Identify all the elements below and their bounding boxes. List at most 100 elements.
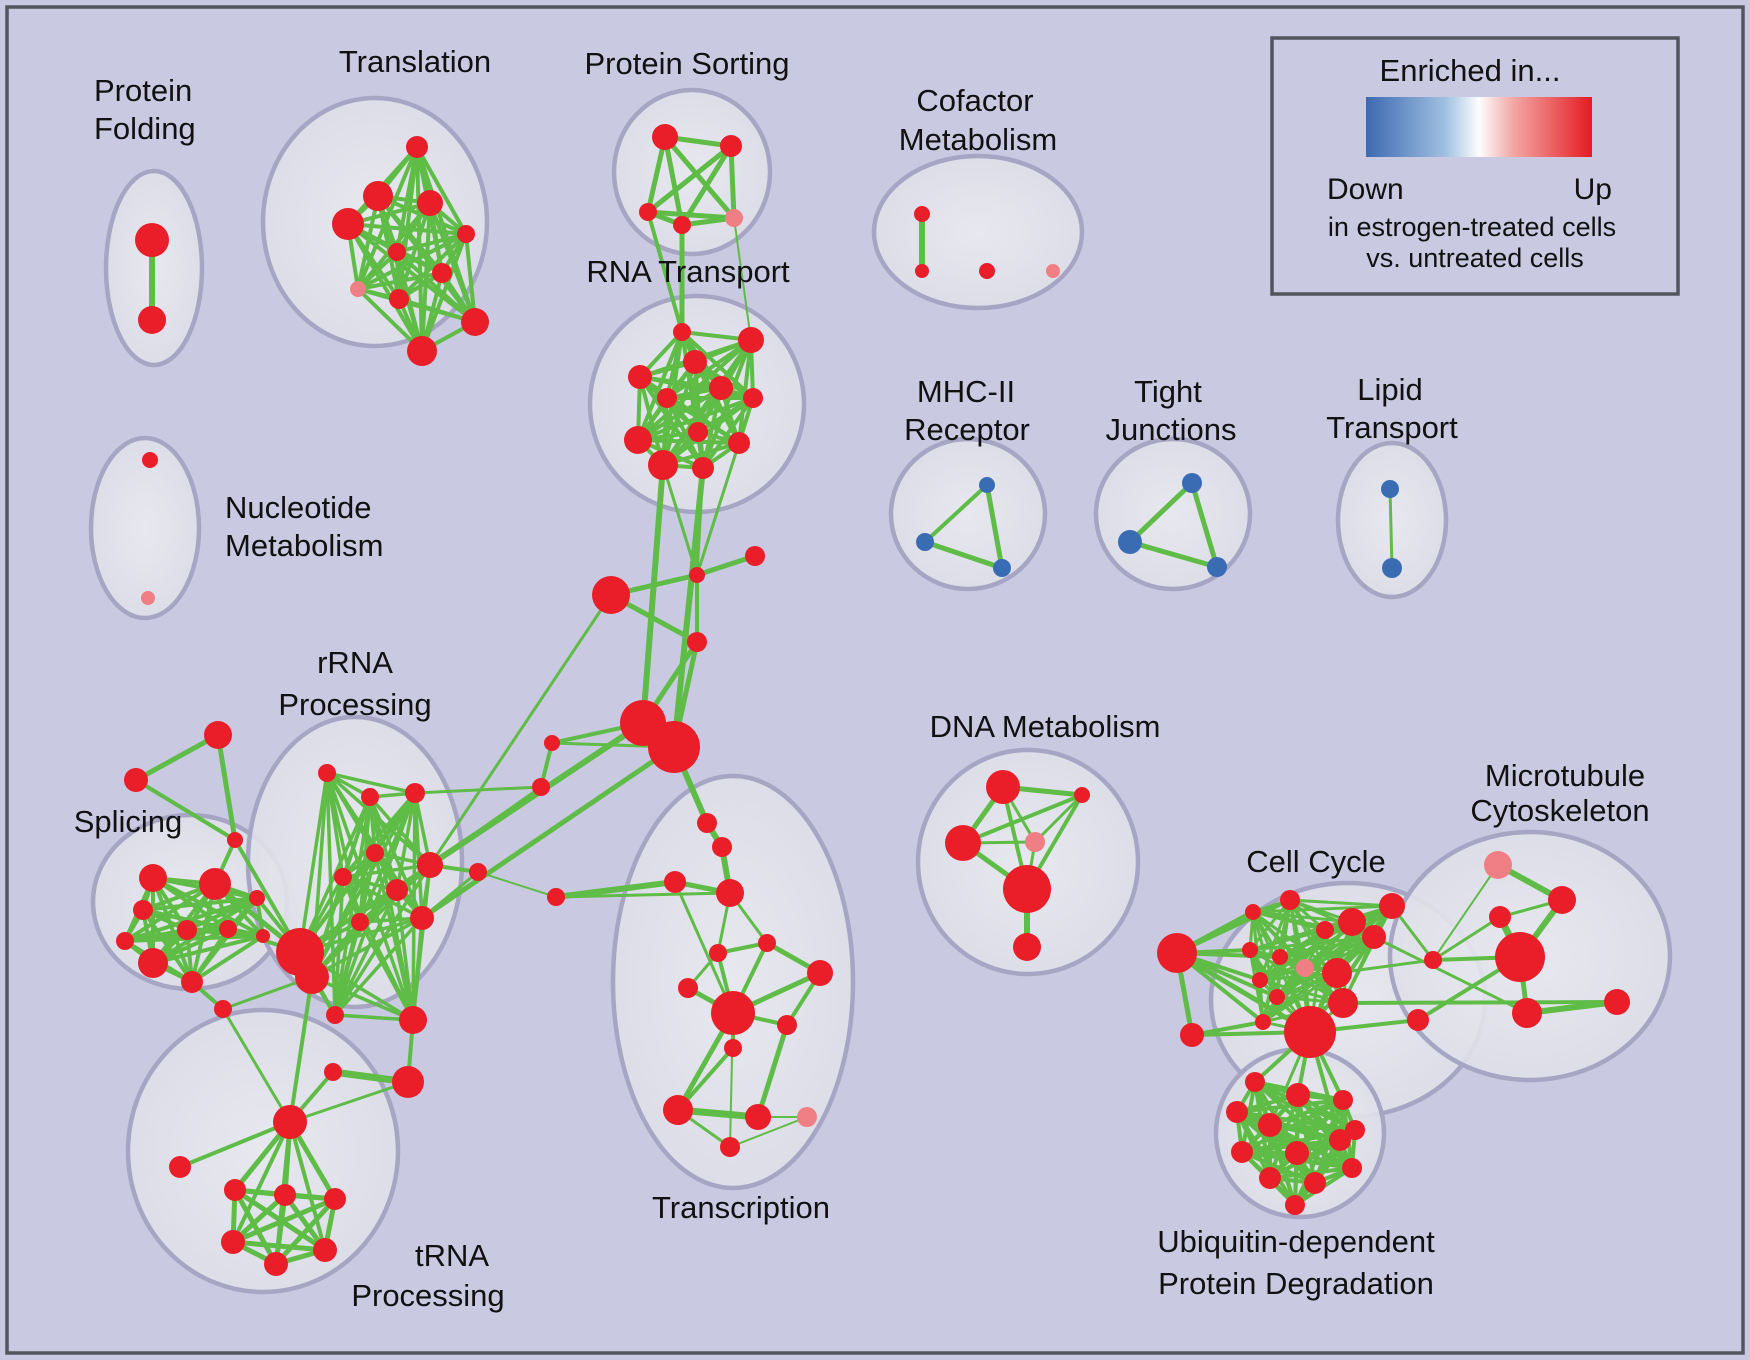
network-node-cc6 — [1272, 949, 1288, 965]
network-edge — [694, 553, 758, 578]
network-node-dm5 — [1003, 865, 1051, 913]
network-node-tb2 — [709, 944, 727, 962]
network-node-ps3 — [639, 203, 657, 221]
cluster-label-mhc-ii-receptor-line2: Receptor — [904, 412, 1030, 447]
network-edge — [151, 934, 265, 965]
network-node-u13 — [1285, 1195, 1305, 1215]
legend-box — [1272, 38, 1678, 294]
network-node-q7 — [417, 852, 443, 878]
network-node-td5 — [313, 1238, 337, 1262]
cluster-label-microtubule-cytoskeleton-line2: Cytoskeleton — [1470, 793, 1649, 828]
network-node-t4 — [332, 208, 364, 240]
network-edge — [733, 217, 752, 341]
network-node-ti — [169, 1156, 191, 1178]
network-edge — [1335, 958, 1435, 975]
network-node-t9 — [389, 289, 409, 309]
network-node-j4 — [544, 735, 560, 751]
network-edge — [395, 232, 468, 254]
figure-frame — [5, 5, 1745, 1355]
network-node-dm2 — [1074, 787, 1090, 803]
network-edge — [728, 143, 737, 221]
network-node-ps5 — [725, 209, 743, 227]
network-edge — [1248, 898, 1292, 952]
network-edge — [638, 375, 755, 400]
cluster-label-dna-metabolism-line1: DNA Metabolism — [930, 709, 1161, 744]
network-edge — [298, 771, 329, 954]
network-edge — [640, 462, 666, 726]
network-edge — [695, 441, 741, 577]
network-node-cc9 — [1252, 972, 1268, 988]
network-node-u2 — [1286, 1083, 1310, 1107]
cluster-ellipse-dna-metabolism — [915, 747, 1141, 977]
network-node-td1 — [224, 1179, 246, 1201]
cluster-label-translation-line1: Translation — [339, 44, 491, 79]
network-node-r5 — [657, 388, 677, 408]
network-edge — [729, 1012, 734, 1148]
network-node-cc7 — [1296, 959, 1314, 977]
network-node-ccb — [1284, 1006, 1336, 1058]
network-node-br1 — [1424, 951, 1442, 969]
network-node-cc3 — [1316, 921, 1334, 939]
network-node-spa — [204, 721, 232, 749]
network-node-ps4 — [673, 216, 691, 234]
network-edge — [178, 1120, 292, 1169]
network-edge — [428, 201, 477, 324]
network-edge — [1127, 480, 1195, 545]
cluster-label-transcription-line1: Transcription — [652, 1190, 830, 1225]
network-edge — [151, 876, 194, 984]
network-node-na — [214, 1000, 232, 1018]
network-edge — [1251, 904, 1394, 914]
legend-up-label: Up — [1574, 173, 1612, 206]
network-edge — [232, 1187, 279, 1267]
cluster-label-rrna-processing-line1: rRNA — [317, 645, 393, 680]
network-node-qb1 — [326, 1006, 344, 1024]
network-edge — [415, 145, 468, 236]
network-edge — [358, 920, 415, 1022]
network-node-c1 — [547, 888, 565, 906]
network-node-t5 — [457, 225, 475, 243]
network-edge — [333, 920, 362, 1017]
network-edge — [133, 732, 221, 783]
network-edge — [273, 1196, 338, 1267]
network-node-m1 — [979, 477, 995, 493]
network-node-qb2 — [392, 1066, 424, 1098]
network-node-u11 — [1304, 1172, 1326, 1194]
legend-box-border — [1270, 36, 1680, 296]
network-node-ta2 — [712, 837, 732, 857]
network-edge — [662, 134, 685, 228]
cluster-ellipse-cofactor-metabolism — [871, 153, 1085, 311]
network-edge — [310, 916, 424, 979]
network-edge — [636, 438, 741, 445]
network-node-tc2 — [745, 1104, 771, 1130]
network-edge — [1432, 864, 1499, 961]
network-edge — [356, 194, 380, 291]
network-node-j3 — [687, 632, 707, 652]
network-edge — [356, 232, 468, 291]
cluster-label-cell-cycle-line1: Cell Cycle — [1246, 844, 1386, 879]
network-node-ps1 — [652, 124, 678, 150]
network-node-tj2 — [1118, 530, 1142, 554]
network-node-tb7 — [724, 1039, 742, 1057]
cluster-label-nucleotide-metabolism-line1: Nucleotide — [225, 490, 371, 525]
network-edge — [636, 396, 755, 442]
network-node-j1 — [689, 567, 705, 583]
network-edge — [646, 210, 684, 334]
network-node-r1 — [673, 323, 691, 341]
network-node-r2 — [738, 327, 764, 353]
network-node-u10 — [1259, 1167, 1281, 1189]
network-node-lt2 — [1382, 558, 1402, 578]
network-nodes-layer — [116, 124, 1630, 1276]
network-node-q3 — [405, 783, 425, 803]
network-edge — [288, 975, 314, 1124]
network-edge — [325, 771, 337, 1017]
cluster-label-lipid-transport-line1: Lipid — [1357, 372, 1423, 407]
network-node-tb6 — [777, 1015, 797, 1035]
network-edge — [413, 785, 543, 795]
network-node-mt1 — [1548, 886, 1576, 914]
network-node-td3 — [324, 1188, 346, 1210]
network-edge — [325, 771, 417, 795]
network-node-s4 — [177, 920, 197, 940]
network-node-cc5 — [1242, 942, 1258, 958]
network-node-ta3 — [664, 871, 686, 893]
network-node-q1 — [318, 764, 336, 782]
